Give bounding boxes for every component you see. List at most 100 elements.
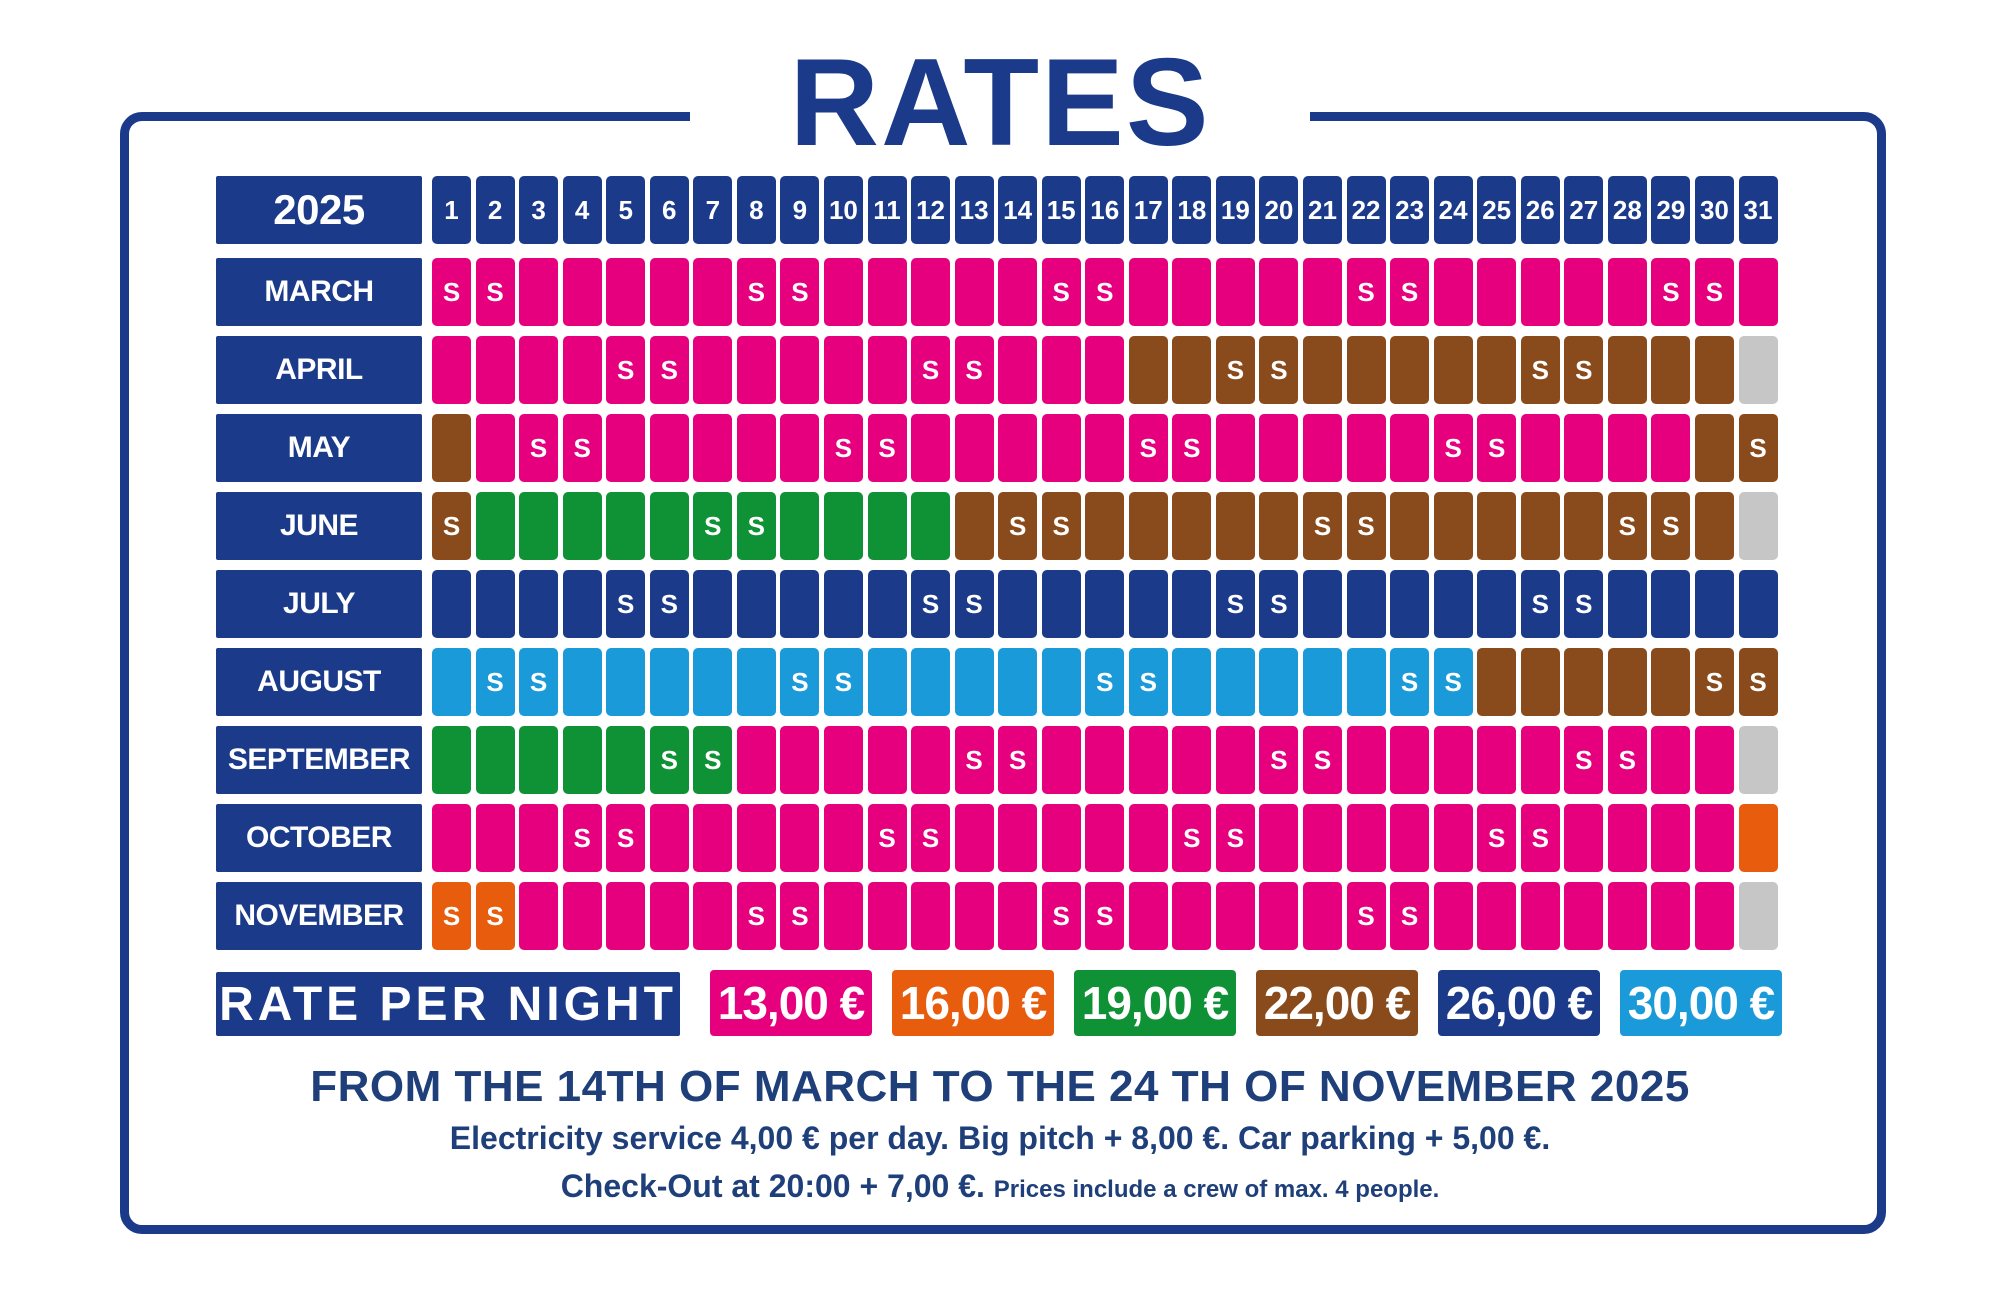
saturday-mark: S bbox=[486, 276, 504, 307]
day-cell bbox=[1694, 726, 1734, 794]
day-cell bbox=[693, 258, 733, 326]
day-header-10: 10 bbox=[823, 176, 863, 244]
saturday-mark: S bbox=[1531, 588, 1549, 619]
saturday-mark: S bbox=[704, 510, 722, 541]
saturday-mark: S bbox=[791, 276, 809, 307]
saturday-mark: S bbox=[1226, 822, 1245, 853]
day-cell bbox=[606, 726, 646, 794]
checkout-text: Check-Out at 20:00 + 7,00 €. bbox=[560, 1168, 985, 1204]
day-cell bbox=[1433, 492, 1473, 560]
day-cell bbox=[1520, 648, 1560, 716]
day-cell: S bbox=[1259, 336, 1299, 404]
saturday-mark: S bbox=[1357, 510, 1375, 541]
saturday-mark: S bbox=[1749, 666, 1767, 697]
day-cell: S bbox=[1651, 492, 1691, 560]
day-cell bbox=[519, 492, 559, 560]
saturday-mark: S bbox=[1313, 744, 1332, 775]
day-cell: S bbox=[1520, 336, 1560, 404]
day-cell bbox=[693, 882, 733, 950]
day-cell bbox=[1477, 726, 1517, 794]
day-cell bbox=[1303, 882, 1342, 950]
day-header-30: 30 bbox=[1694, 176, 1734, 244]
day-cell: S bbox=[1215, 570, 1255, 638]
day-cell bbox=[823, 492, 863, 560]
day-cell bbox=[1259, 804, 1299, 872]
day-cell bbox=[1607, 804, 1647, 872]
day-cell bbox=[998, 882, 1038, 950]
saturday-mark: S bbox=[878, 432, 896, 463]
day-cell bbox=[1172, 336, 1212, 404]
page-title: RATES bbox=[789, 34, 1211, 172]
saturday-mark: S bbox=[529, 432, 548, 463]
legend-title: RATE PER NIGHT bbox=[216, 972, 680, 1036]
checkout-note: Check-Out at 20:00 + 7,00 €. Prices incl… bbox=[130, 1168, 1870, 1205]
day-cell bbox=[780, 570, 820, 638]
saturday-mark: S bbox=[1270, 744, 1288, 775]
day-cell bbox=[1390, 804, 1430, 872]
day-cell: S bbox=[562, 414, 602, 482]
saturday-mark: S bbox=[1226, 588, 1245, 619]
day-cell bbox=[1520, 414, 1560, 482]
rate-swatch: 22,00 € bbox=[1256, 970, 1418, 1036]
day-cell bbox=[1694, 570, 1734, 638]
day-cell bbox=[1564, 414, 1604, 482]
month-label-may: MAY bbox=[216, 414, 422, 482]
day-cell: S bbox=[911, 804, 951, 872]
day-cell bbox=[954, 414, 994, 482]
day-cell bbox=[1738, 492, 1778, 560]
day-cell: S bbox=[780, 882, 820, 950]
day-cell bbox=[606, 258, 646, 326]
day-cell: S bbox=[780, 258, 820, 326]
saturday-mark: S bbox=[486, 900, 504, 931]
day-cell: S bbox=[867, 414, 907, 482]
saturday-mark: S bbox=[1400, 666, 1419, 697]
day-cell bbox=[1520, 258, 1560, 326]
saturday-mark: S bbox=[747, 510, 766, 541]
title-gap bbox=[690, 90, 1310, 140]
day-cell: S bbox=[1259, 570, 1299, 638]
day-cell bbox=[954, 804, 994, 872]
day-cell bbox=[519, 336, 559, 404]
day-cell: S bbox=[911, 570, 951, 638]
saturday-mark: S bbox=[660, 354, 678, 385]
day-cell bbox=[911, 492, 951, 560]
month-label-march: MARCH bbox=[216, 258, 422, 326]
saturday-mark: S bbox=[1575, 354, 1593, 385]
day-cell: S bbox=[693, 726, 733, 794]
saturday-mark: S bbox=[573, 822, 591, 853]
day-cell bbox=[1303, 570, 1342, 638]
day-cell: S bbox=[1172, 414, 1212, 482]
day-cell bbox=[1346, 414, 1386, 482]
day-header-23: 23 bbox=[1390, 176, 1430, 244]
day-cell bbox=[432, 336, 471, 404]
saturday-mark: S bbox=[1096, 900, 1114, 931]
month-label-june: JUNE bbox=[216, 492, 422, 560]
day-cell: S bbox=[954, 726, 994, 794]
day-cell bbox=[562, 336, 602, 404]
month-label-november: NOVEMBER bbox=[216, 882, 422, 950]
day-cell: S bbox=[954, 570, 994, 638]
day-cell: S bbox=[1651, 258, 1691, 326]
day-cell bbox=[1085, 492, 1125, 560]
day-cell: S bbox=[867, 804, 907, 872]
saturday-mark: S bbox=[1749, 432, 1767, 463]
day-cell: S bbox=[693, 492, 733, 560]
day-cell bbox=[1651, 648, 1691, 716]
season-period: FROM THE 14TH OF MARCH TO THE 24 TH OF N… bbox=[310, 1062, 1690, 1111]
day-cell bbox=[519, 804, 559, 872]
saturday-mark: S bbox=[1705, 666, 1724, 697]
day-cell bbox=[1433, 804, 1473, 872]
day-cell bbox=[1607, 570, 1647, 638]
day-cell bbox=[1303, 258, 1342, 326]
day-cell bbox=[1520, 492, 1560, 560]
month-label-april: APRIL bbox=[216, 336, 422, 404]
day-cell bbox=[1128, 726, 1168, 794]
day-cell bbox=[1346, 648, 1386, 716]
year-header: 2025 bbox=[216, 176, 422, 244]
day-cell bbox=[1607, 336, 1647, 404]
day-cell bbox=[519, 258, 559, 326]
saturday-mark: S bbox=[834, 666, 853, 697]
crew-text: Prices include a crew of max. 4 people. bbox=[993, 1176, 1440, 1203]
saturday-mark: S bbox=[1357, 900, 1375, 931]
day-cell bbox=[1259, 414, 1299, 482]
